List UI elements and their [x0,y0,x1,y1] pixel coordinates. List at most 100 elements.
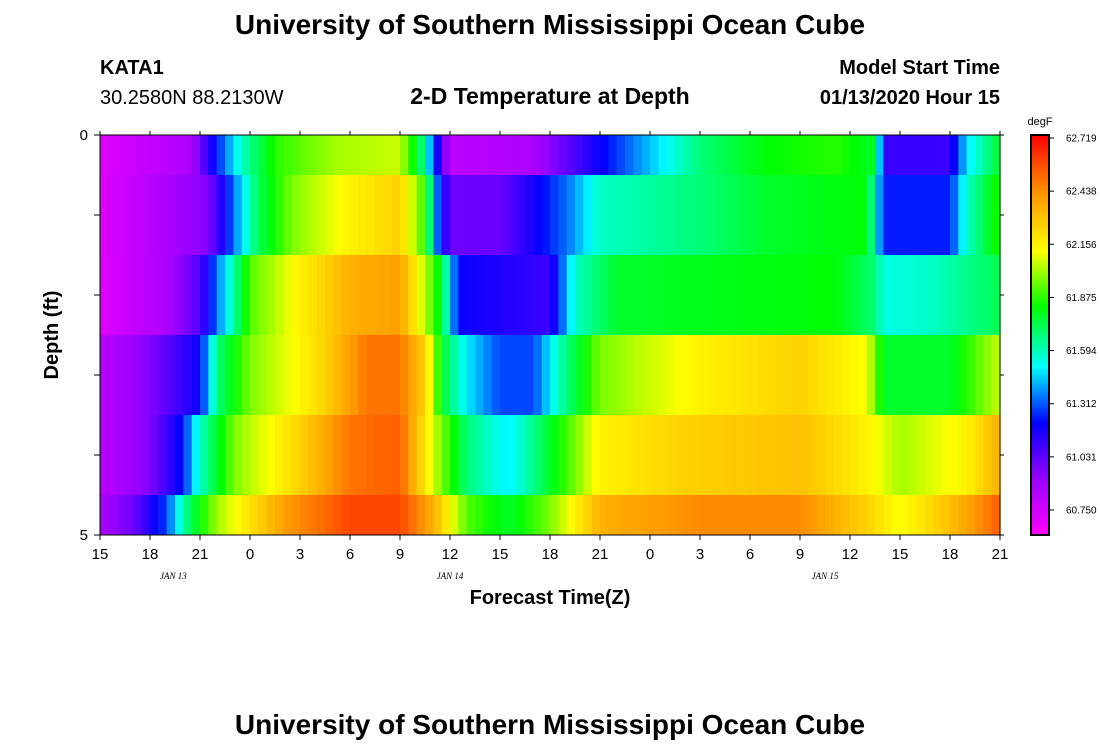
heatmap-cell [433,415,443,496]
heatmap-cell [400,135,409,176]
heatmap-cell [858,335,868,416]
heatmap-cell [941,335,951,416]
heatmap-cell [800,335,809,416]
heatmap-cell [400,175,409,256]
heatmap-cell [958,495,968,536]
heatmap-cell [941,415,951,496]
heatmap-cell [433,135,443,176]
heatmap-cell [433,255,443,336]
heatmap-cell [641,135,651,176]
heatmap-cell [625,175,634,256]
station-id: KATA1 [100,57,164,79]
heatmap-cell [475,495,484,536]
heatmap-cell [425,255,434,336]
heatmap-cell [958,255,968,336]
heatmap-cell [566,415,576,496]
heatmap-cell [291,415,301,496]
heatmap-cell [150,495,159,536]
heatmap-cell [408,135,418,176]
heatmap-cell [525,175,534,256]
heatmap-cell [108,255,118,336]
heatmap-cell [791,495,801,536]
heatmap-cell [708,175,718,256]
heatmap-cell [641,335,651,416]
heatmap-cell [491,135,501,176]
heatmap-cell [316,415,326,496]
heatmap-cell [466,335,476,416]
heatmap-cell [775,175,784,256]
heatmap-cell [625,495,634,536]
heatmap-cell [800,495,809,536]
heatmap-cell [875,175,884,256]
heatmap-cell [958,415,968,496]
heatmap-cell [991,175,1001,256]
heatmap-cell [541,415,551,496]
heatmap-cell [625,255,634,336]
heatmap-cell [758,255,768,336]
heatmap-cell [583,255,593,336]
heatmap-cell [241,495,251,536]
heatmap-cell [841,335,851,416]
heatmap-cell [400,495,409,536]
heatmap-cell [641,495,651,536]
heatmap-cell [108,415,118,496]
heatmap-cell [883,175,893,256]
heatmap-cell [850,415,859,496]
heatmap-cell [383,335,393,416]
heatmap-cell [858,495,868,536]
heatmap-cell [433,495,443,536]
heatmap-cell [708,335,718,416]
heatmap-cell [341,175,351,256]
heatmap-cell [166,495,176,536]
heatmap-cell [416,335,426,416]
heatmap-cell [366,135,376,176]
heatmap-cell [416,175,426,256]
heatmap-cell [316,495,326,536]
heatmap-cell [516,135,526,176]
heatmap-cell [216,415,226,496]
heatmap-cell [108,335,118,416]
heatmap-cell [808,495,818,536]
heatmap-cell [841,415,851,496]
heatmap-cell [725,335,734,416]
heatmap-cell [391,175,401,256]
heatmap-cells [100,135,1001,536]
heatmap-cell [116,135,126,176]
heatmap-cell [258,175,268,256]
heatmap-cell [150,135,159,176]
heatmap-cell [991,335,1001,416]
heatmap-cell [600,175,609,256]
heatmap-cell [683,255,693,336]
heatmap-cell [941,495,951,536]
heatmap-cell [683,335,693,416]
heatmap-cell [266,495,276,536]
heatmap-cell [408,335,418,416]
heatmap-cell [641,415,651,496]
heatmap-cell [508,415,518,496]
heatmap-cell [775,415,784,496]
heatmap-cell [450,415,459,496]
x-tick-label: 3 [296,546,304,563]
heatmap-cell [100,175,109,256]
colorbar-tick-label: 62.719 [1066,134,1097,145]
heatmap-cell [308,415,318,496]
station-coords: 30.2580N 88.2130W [100,87,284,109]
heatmap-cell [350,175,359,256]
heatmap-cell [600,135,609,176]
heatmap-cell [458,135,468,176]
heatmap-cell [116,255,126,336]
heatmap-cell [325,495,334,536]
heatmap-cell [191,335,201,416]
heatmap-cell [391,255,401,336]
heatmap-cell [341,415,351,496]
heatmap-cell [450,255,459,336]
heatmap-cell [366,415,376,496]
heatmap-cell [491,335,501,416]
heatmap-cell [241,135,251,176]
heatmap-cell [291,335,301,416]
x-tick-label: 12 [442,546,459,563]
heatmap-cell [783,255,793,336]
y-tick-label: 0 [80,127,88,144]
x-tick-label: 3 [696,546,704,563]
heatmap-cell [983,415,993,496]
